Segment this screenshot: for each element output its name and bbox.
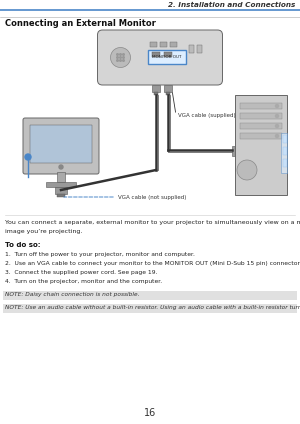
- Circle shape: [117, 54, 118, 55]
- Circle shape: [123, 54, 124, 55]
- Bar: [148, 50, 186, 64]
- Bar: [232, 146, 239, 156]
- Circle shape: [120, 54, 121, 55]
- Bar: [154, 92, 158, 95]
- Circle shape: [275, 104, 278, 108]
- Bar: [189, 45, 194, 53]
- Bar: [235, 95, 287, 195]
- Text: Connecting an External Monitor: Connecting an External Monitor: [5, 19, 156, 28]
- Bar: [164, 85, 172, 92]
- Text: 3.  Connect the supplied power cord. See page 19.: 3. Connect the supplied power cord. See …: [5, 270, 158, 275]
- Bar: [164, 52, 172, 57]
- Text: MONITOR OUT: MONITOR OUT: [152, 55, 182, 59]
- Bar: [57, 194, 65, 197]
- Bar: [150, 42, 157, 47]
- Text: 4.  Turn on the projector, monitor and the computer.: 4. Turn on the projector, monitor and th…: [5, 279, 162, 284]
- Text: VGA cable (supplied): VGA cable (supplied): [178, 112, 236, 117]
- Bar: [283, 135, 287, 143]
- Circle shape: [275, 134, 278, 137]
- Text: 1.  Turn off the power to your projector, monitor and computer.: 1. Turn off the power to your projector,…: [5, 252, 195, 257]
- Circle shape: [275, 125, 278, 128]
- Bar: [240, 123, 282, 129]
- Bar: [283, 159, 287, 167]
- Text: 2.  Use an VGA cable to connect your monitor to the MONITOR OUT (Mini D-Sub 15 p: 2. Use an VGA cable to connect your moni…: [5, 261, 300, 266]
- Text: You can connect a separate, external monitor to your projector to simultaneously: You can connect a separate, external mon…: [5, 220, 300, 225]
- Text: 2. Installation and Connections: 2. Installation and Connections: [168, 2, 295, 8]
- Circle shape: [120, 60, 121, 61]
- Bar: [3, 304, 297, 313]
- Bar: [283, 147, 287, 155]
- Bar: [240, 103, 282, 109]
- Bar: [3, 291, 297, 300]
- Circle shape: [120, 57, 121, 59]
- FancyBboxPatch shape: [98, 30, 223, 85]
- Text: image you’re projecting.: image you’re projecting.: [5, 229, 82, 234]
- Bar: [46, 182, 76, 187]
- Circle shape: [59, 165, 63, 169]
- Text: VGA cable (not supplied): VGA cable (not supplied): [118, 195, 186, 200]
- Text: NOTE: Daisy chain connection is not possible.: NOTE: Daisy chain connection is not poss…: [5, 292, 140, 297]
- Bar: [281, 133, 287, 173]
- Text: NOTE: Use an audio cable without a built-in resistor. Using an audio cable with : NOTE: Use an audio cable without a built…: [5, 305, 300, 310]
- Circle shape: [25, 154, 31, 160]
- Circle shape: [117, 57, 118, 59]
- Circle shape: [123, 57, 124, 59]
- Bar: [30, 125, 92, 163]
- Circle shape: [275, 114, 278, 117]
- Bar: [197, 45, 202, 53]
- Bar: [240, 113, 282, 119]
- Bar: [57, 172, 65, 182]
- Text: 16: 16: [144, 408, 156, 418]
- Circle shape: [110, 47, 130, 67]
- Bar: [152, 85, 160, 92]
- Bar: [55, 187, 67, 194]
- Bar: [240, 133, 282, 139]
- Circle shape: [237, 160, 257, 180]
- Text: To do so:: To do so:: [5, 242, 41, 248]
- Bar: [160, 42, 167, 47]
- Circle shape: [117, 60, 118, 61]
- FancyBboxPatch shape: [23, 118, 99, 174]
- Bar: [170, 42, 177, 47]
- Circle shape: [123, 60, 124, 61]
- Bar: [166, 92, 170, 95]
- Bar: [152, 52, 160, 57]
